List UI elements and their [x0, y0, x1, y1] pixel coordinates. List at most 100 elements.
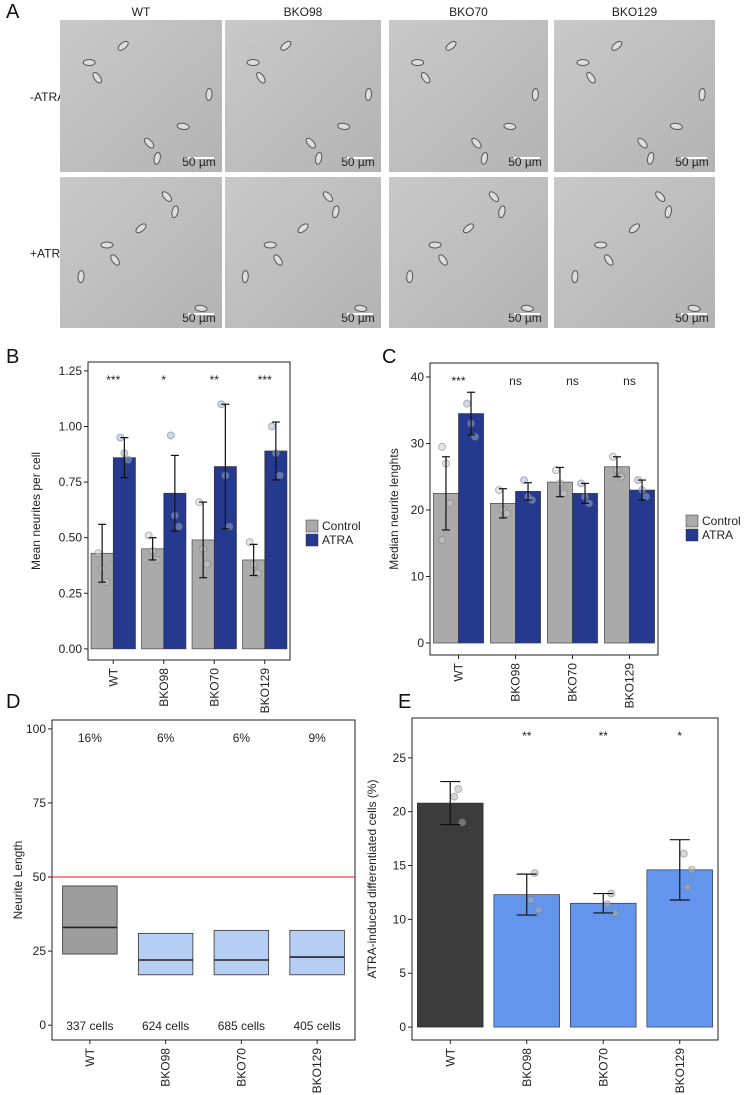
cell [480, 151, 489, 165]
error-bar [221, 403, 230, 530]
bar [604, 466, 630, 644]
error-bar [498, 488, 507, 519]
cell [297, 223, 309, 234]
y-tick-label: 5 [399, 966, 406, 980]
data-point [94, 549, 103, 558]
data-point [203, 560, 212, 569]
data-point [534, 905, 543, 914]
plot-frame [411, 717, 719, 1041]
micrograph [554, 177, 715, 328]
cell [100, 241, 114, 249]
bar [417, 802, 484, 1028]
cell [82, 59, 96, 67]
cell [241, 270, 249, 284]
data-point [683, 883, 692, 892]
cell [205, 87, 213, 101]
scale-bar-label: 50 µm [182, 155, 216, 169]
data-point [174, 522, 183, 531]
x-tick-label: BKO98 [159, 1048, 173, 1087]
significance: * [161, 373, 166, 387]
micrograph [60, 20, 222, 172]
cell [586, 72, 596, 84]
y-axis-title: Median neurite lenghts [387, 448, 401, 569]
panel-label: D [6, 691, 20, 713]
cell [110, 254, 120, 266]
scale-bar-label: 50 µm [182, 311, 216, 325]
error-bar [467, 391, 476, 436]
data-point [526, 896, 535, 904]
cell [143, 137, 155, 149]
data-point [502, 509, 511, 518]
cell [471, 137, 482, 149]
significance: ** [522, 729, 532, 743]
cell [687, 304, 701, 312]
cell [337, 122, 351, 130]
cell-count: 624 cells [142, 1019, 189, 1033]
panel-label: B [6, 346, 19, 368]
significance: *** [451, 374, 465, 388]
error-bar [581, 482, 590, 504]
error-bar [516, 873, 537, 916]
cell [153, 151, 161, 165]
cell [576, 59, 590, 67]
cell [354, 304, 368, 312]
bar [547, 481, 573, 644]
data-point [463, 399, 472, 408]
significance: ns [623, 374, 636, 388]
cell [411, 59, 425, 67]
cell [194, 304, 208, 312]
cell [531, 87, 539, 101]
cell [117, 40, 129, 51]
box [62, 885, 118, 955]
x-tick-label: WT [83, 1047, 97, 1066]
legend-swatch [685, 514, 699, 528]
cell [571, 270, 579, 284]
cell [445, 40, 457, 51]
bar [515, 491, 541, 644]
y-tick-label: 25 [33, 944, 47, 958]
data-point [559, 489, 568, 498]
cell-count: 337 cells [66, 1019, 113, 1033]
significance: ** [210, 373, 220, 387]
data-point [458, 818, 467, 827]
y-axis-title: Neurite Length [11, 841, 25, 920]
legend-label: Control [322, 519, 361, 533]
x-tick-label: BKO98 [509, 663, 523, 702]
y-tick-label: 40 [411, 370, 425, 384]
cell-count: 405 cells [293, 1019, 340, 1033]
x-tick-label: BKO98 [520, 1048, 534, 1087]
scale-bar-label: 50 µm [675, 155, 709, 169]
legend-label: ATRA [702, 528, 733, 542]
cell [246, 59, 260, 67]
significance: 6% [157, 731, 175, 745]
bar [629, 489, 655, 644]
x-tick-label: BKO129 [258, 668, 272, 714]
cell [406, 270, 414, 284]
cell [637, 137, 648, 149]
plot-frame [429, 362, 659, 656]
cell [646, 151, 655, 165]
cell [92, 72, 102, 84]
data-point [642, 492, 651, 501]
bar [570, 902, 637, 1028]
significance: ** [599, 729, 609, 743]
y-tick-label: 0.00 [59, 642, 83, 656]
bar [112, 457, 136, 650]
y-tick-label: 0.50 [59, 531, 83, 545]
cell [280, 40, 292, 51]
error-bar [170, 454, 179, 532]
x-tick-label: BKO98 [157, 668, 171, 707]
y-tick-label: 0 [399, 1020, 406, 1034]
y-tick-label: 10 [411, 570, 425, 584]
significance: ns [509, 374, 522, 388]
error-bar [199, 501, 208, 579]
bar [264, 450, 288, 650]
box [137, 932, 194, 976]
cell [655, 191, 666, 202]
x-tick-label: BKO70 [566, 663, 580, 702]
column-header: BKO129 [612, 5, 658, 19]
cell [428, 241, 442, 249]
significance: ns [566, 374, 579, 388]
y-tick-label: 1.00 [59, 419, 83, 433]
scale-bar-label: 50 µm [675, 311, 709, 325]
